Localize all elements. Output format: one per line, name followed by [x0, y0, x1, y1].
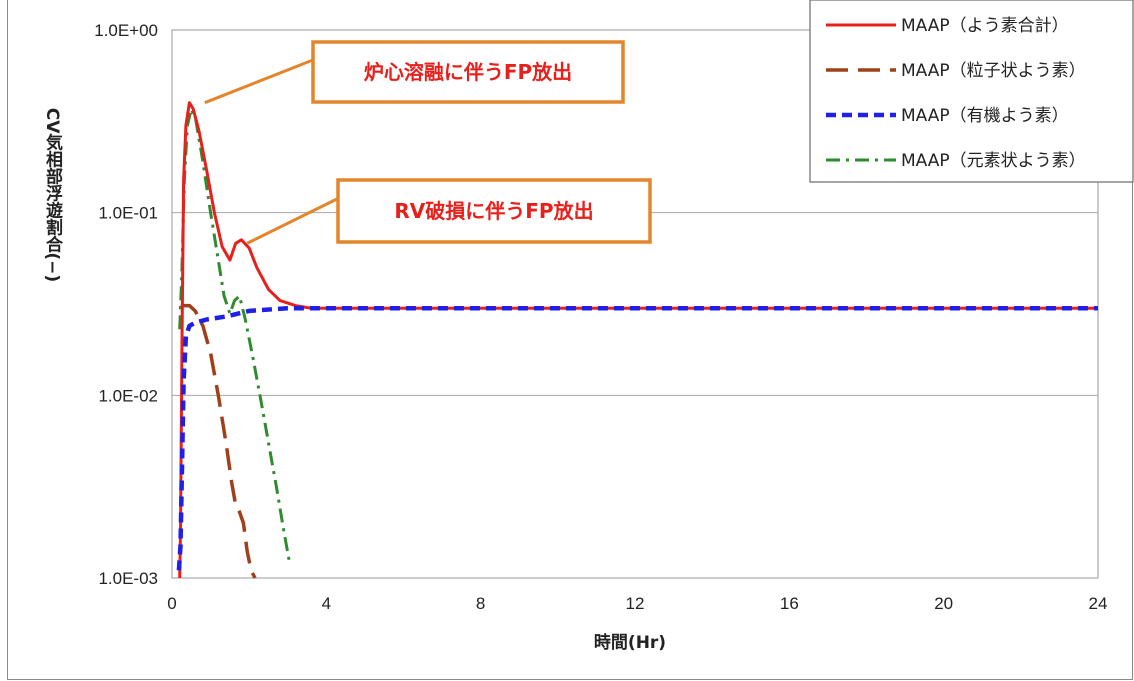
legend-label-2: MAAP（粒子状よう素） [901, 61, 1086, 81]
x-tick-label: 24 [1089, 594, 1108, 613]
legend-label-3: MAAP（有機よう素） [901, 106, 1069, 126]
y-tick-label: 1.0E-02 [98, 386, 158, 405]
annotation-box [311, 40, 625, 104]
annotation-leader-line [246, 194, 344, 245]
x-tick-label: 4 [322, 594, 331, 613]
annotation-layer: 炉心溶融に伴うFP放出 RV破損に伴うFP放出 [204, 40, 652, 245]
series-line-3 [176, 305, 1098, 571]
x-tick-label: 8 [476, 594, 485, 613]
tick-layer: 1.0E-03 1.0E-02 1.0E-01 1.0E+00 0 4 8 12 16 20 24 [94, 21, 1107, 613]
series-line-1 [178, 101, 1098, 579]
annotation-box [336, 178, 652, 244]
y-tick-label: 1.0E-01 [98, 204, 158, 223]
annotation-label: 炉心溶融に伴うFP放出 [364, 60, 572, 84]
chart-frame [7, 0, 1133, 680]
annotation-label: RV破損に伴うFP放出 [394, 199, 593, 223]
y-tick-label: 1.0E-03 [98, 569, 158, 588]
x-axis-title: 時間(Hr) [594, 632, 666, 653]
x-tick-label: 12 [626, 594, 645, 613]
legend-box [809, 0, 1134, 183]
legend-label-1: MAAP（よう素合計） [901, 16, 1069, 36]
series-line-2 [178, 303, 257, 579]
annotation-leader-line [204, 56, 319, 105]
x-tick-label: 0 [167, 594, 176, 613]
x-tick-label: 16 [780, 594, 799, 613]
y-tick-label: 1.0E+00 [94, 21, 158, 40]
legend-label-4: MAAP（元素状よう素） [901, 151, 1086, 171]
series-layer [176, 101, 1098, 579]
plot-area-border [171, 29, 1099, 579]
y-axis-title: CV気相部浮遊割合(−) [42, 108, 64, 282]
x-tick-label: 20 [934, 594, 953, 613]
series-line-4 [178, 107, 292, 564]
legend: MAAP（よう素合計） MAAP（粒子状よう素） MAAP（有機よう素） MAAP（元… [809, 0, 1134, 183]
